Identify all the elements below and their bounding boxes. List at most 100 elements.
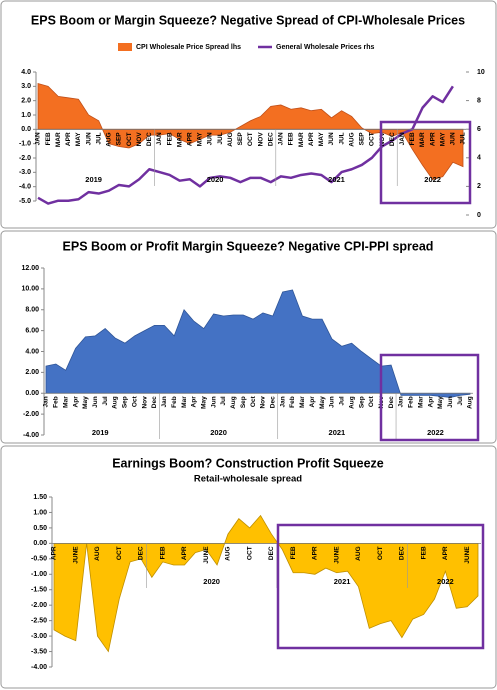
x-tick-label: APR xyxy=(308,132,315,146)
y-tick-label: -4.0 xyxy=(19,184,31,191)
x-tick-label: Mar xyxy=(299,396,306,408)
x-tick-label: MAY xyxy=(197,132,204,147)
x-tick-label: Nov xyxy=(141,396,148,409)
y2-tick-label: 6 xyxy=(477,126,481,133)
line xyxy=(37,85,454,205)
charts: EPS Boom or Margin Squeeze? Negative Spr… xyxy=(19,13,485,671)
area xyxy=(37,82,464,180)
x-tick-label: Dec xyxy=(388,396,395,408)
x-tick-label: DEC xyxy=(146,132,153,146)
x-tick-label: AUG xyxy=(225,546,232,560)
x-tick-label: FEB xyxy=(290,546,297,559)
x-tick-label: APR xyxy=(442,546,449,560)
x-tick-label: JUL xyxy=(460,132,467,144)
y-tick-label: -2.0 xyxy=(19,155,31,162)
x-tick-label: Mar xyxy=(181,396,188,408)
x-tick-label: May xyxy=(319,396,326,409)
x-tick-label: Sep xyxy=(358,396,365,408)
y-tick-label: 0.0 xyxy=(21,126,31,133)
y-tick-label: -4.00 xyxy=(23,432,39,439)
year-label: 2020 xyxy=(203,577,220,586)
year-label: 2021 xyxy=(334,577,351,586)
x-tick-label: OCT xyxy=(377,546,384,560)
x-tick-label: Dec xyxy=(151,396,158,408)
highlight-box xyxy=(379,353,480,442)
y-tick-label: 0.00 xyxy=(33,540,47,547)
x-tick-label: Jun xyxy=(92,396,99,408)
x-tick-label: Oct xyxy=(368,395,375,407)
x-tick-label: DEC xyxy=(399,546,406,560)
x-tick-label: FEB xyxy=(166,132,173,145)
y-tick-label: -3.0 xyxy=(19,169,31,176)
x-tick-label: JUNE xyxy=(72,546,79,564)
area xyxy=(45,289,471,398)
y-tick-label: -0.50 xyxy=(31,556,47,563)
x-tick-label: APR xyxy=(187,132,194,146)
x-tick-label: Apr xyxy=(191,396,198,408)
x-tick-label: OCT xyxy=(369,132,376,146)
x-tick-label: OCT xyxy=(247,132,254,146)
x-tick-label: May xyxy=(200,396,207,409)
x-tick-label: Feb xyxy=(408,396,415,408)
x-tick-label: Jun xyxy=(329,396,336,408)
x-tick-label: SEP xyxy=(237,132,244,146)
area xyxy=(53,514,479,653)
x-tick-label: APR xyxy=(51,546,58,560)
x-tick-label: Aug xyxy=(112,396,119,409)
x-tick-label: AUG xyxy=(94,546,101,560)
x-tick-label: AUG xyxy=(106,132,113,146)
x-tick-label: Apr xyxy=(72,396,79,408)
y-tick-label: 1.50 xyxy=(33,494,47,501)
year-label: 2022 xyxy=(424,175,441,184)
x-tick-label: Apr xyxy=(427,396,434,408)
x-tick-label: MAY xyxy=(75,132,82,147)
x-tick-label: May xyxy=(437,396,444,409)
y-tick-label: 0.50 xyxy=(33,525,47,532)
x-tick-label: APR xyxy=(65,132,72,146)
chart-title: EPS Boom or Margin Squeeze? Negative Spr… xyxy=(31,13,465,27)
x-tick-label: FEB xyxy=(45,132,52,145)
x-tick-label: Jun xyxy=(447,396,454,408)
x-tick-label: Aug xyxy=(230,396,237,409)
x-tick-label: Feb xyxy=(53,396,60,408)
legend-swatch xyxy=(118,43,132,51)
x-tick-label: FEB xyxy=(420,546,427,559)
y-tick-label: -2.00 xyxy=(31,602,47,609)
x-tick-label: Sep xyxy=(240,396,247,408)
x-tick-label: JUL xyxy=(95,132,102,144)
legend-label: General Wholesale Prices rhs xyxy=(276,44,375,51)
y2-tick-label: 0 xyxy=(477,212,481,219)
x-tick-label: OCT xyxy=(126,132,133,146)
x-tick-label: Aug xyxy=(348,396,355,409)
y-tick-label: -2.50 xyxy=(31,617,47,624)
x-tick-label: JUNE xyxy=(464,546,471,564)
x-tick-label: JAN xyxy=(399,132,406,145)
x-tick-label: SEP xyxy=(359,132,366,146)
x-tick-label: Nov xyxy=(260,396,267,409)
chart-title: Earnings Boom? Construction Profit Squee… xyxy=(112,456,384,470)
y-tick-label: 3.0 xyxy=(21,83,31,90)
y-tick-label: 4.0 xyxy=(21,69,31,76)
year-label: 2020 xyxy=(210,428,227,437)
x-tick-label: May xyxy=(82,396,89,409)
x-tick-label: AUG xyxy=(355,546,362,560)
year-label: 2022 xyxy=(437,577,454,586)
y-tick-label: 10.00 xyxy=(21,286,39,293)
y2-tick-label: 2 xyxy=(477,183,481,190)
y-tick-label: -3.00 xyxy=(31,633,47,640)
x-tick-label: APR xyxy=(429,132,436,146)
x-tick-label: Jul xyxy=(457,396,464,406)
y-tick-label: 0.00 xyxy=(25,390,39,397)
year-label: 2021 xyxy=(329,428,346,437)
y-tick-label: 1.00 xyxy=(33,509,47,516)
x-tick-label: JUNE xyxy=(333,546,340,564)
x-tick-label: OCT xyxy=(246,546,253,560)
y-tick-label: -4.00 xyxy=(31,664,47,671)
x-tick-label: Mar xyxy=(417,396,424,408)
y-tick-label: 12.00 xyxy=(21,265,39,272)
x-tick-label: NOV xyxy=(136,132,143,147)
year-label: 2019 xyxy=(92,428,109,437)
x-tick-label: AUG xyxy=(348,132,355,146)
x-tick-label: JUL xyxy=(217,132,224,144)
x-tick-label: FEB xyxy=(409,132,416,145)
